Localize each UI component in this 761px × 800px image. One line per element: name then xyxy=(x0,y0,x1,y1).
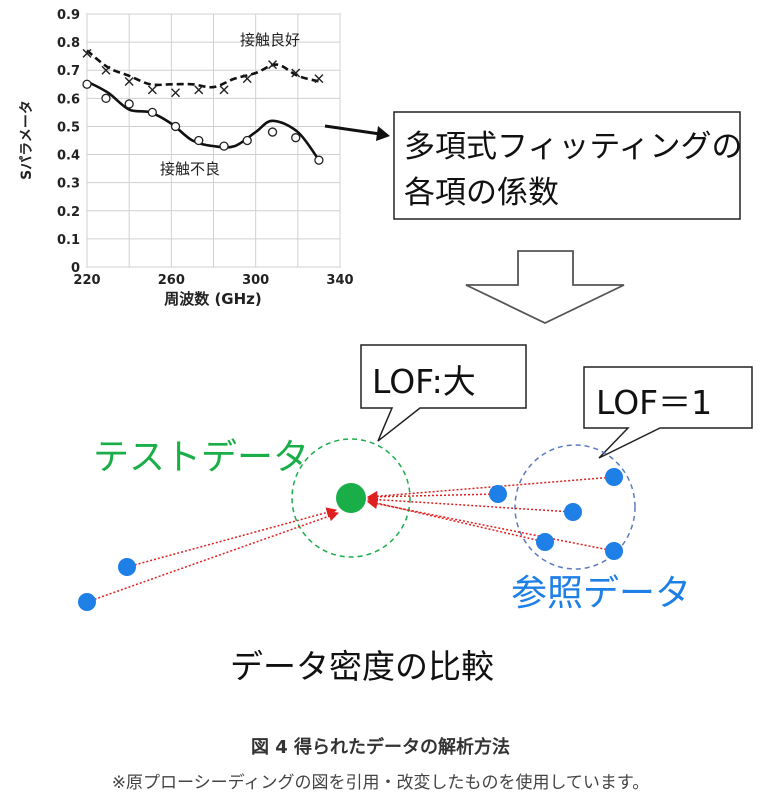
reference-data-label: 参照データ xyxy=(511,573,691,614)
x-marker xyxy=(291,68,301,78)
x-marker-stroke xyxy=(124,76,134,86)
down-arrow xyxy=(465,250,625,324)
circle-marker xyxy=(267,127,278,137)
circle-marker xyxy=(194,135,204,146)
circle-marker xyxy=(219,141,229,151)
distance-arrow xyxy=(366,491,499,503)
density-comparison-title: データ密度の比較 xyxy=(230,647,494,686)
x-marker-stroke xyxy=(101,65,111,75)
reference-data-point xyxy=(605,542,623,560)
y-tick-label: 0.4 xyxy=(57,149,80,164)
distance-arrow xyxy=(366,498,546,543)
series-markers xyxy=(82,48,324,165)
y-tick-labels: 0 0.1 0.2 0.3 0.4 0.5 0.6 0.7 0.8 0.9 xyxy=(57,8,80,276)
grid-lines xyxy=(86,13,341,268)
x-marker-stroke xyxy=(171,88,181,98)
test-data-label: テストデータ xyxy=(93,437,309,478)
x-marker xyxy=(147,85,157,95)
x-marker xyxy=(171,88,181,98)
x-marker-stroke xyxy=(147,85,157,95)
reference-density-circle xyxy=(514,444,636,570)
reference-data-point xyxy=(536,533,554,551)
circle-marker xyxy=(101,93,111,103)
x-marker-stroke xyxy=(242,74,252,84)
x-tick-label: 220 xyxy=(73,273,100,288)
s-parameter-chart: 0 0.1 0.2 0.3 0.4 0.5 0.6 0.7 0.8 0.9 220 260 300 34… xyxy=(19,8,354,308)
x-marker xyxy=(219,85,229,95)
chart-to-box-arrow-shaft xyxy=(324,124,381,136)
y-tick-label: 0.6 xyxy=(57,92,80,107)
y-axis-label: Sパラメータ xyxy=(19,100,35,180)
test-density-circle xyxy=(291,438,411,558)
x-marker-stroke xyxy=(291,68,301,78)
figure-note: ※原プローシーディングの図を引用・改変したものを使用しています。 xyxy=(111,773,650,793)
reference-data-point xyxy=(78,593,96,611)
y-tick-label: 0.2 xyxy=(57,205,80,220)
circle-marker xyxy=(124,99,134,109)
x-marker xyxy=(101,65,111,75)
x-marker-stroke xyxy=(194,85,204,95)
distance-arrow xyxy=(86,511,339,603)
circle-marker xyxy=(170,121,181,132)
reference-points xyxy=(78,468,623,611)
x-marker xyxy=(268,60,278,70)
coefficient-box xyxy=(393,111,741,220)
x-marker-stroke xyxy=(219,85,229,95)
figure-caption: 図 4 得られたデータの解析方法 xyxy=(250,737,511,758)
x-marker xyxy=(242,74,252,84)
series-label-bad: 接触不良 xyxy=(160,160,220,178)
circle-marker xyxy=(242,135,252,146)
y-tick-label: 0.5 xyxy=(57,120,80,135)
y-tick-label: 0.9 xyxy=(57,8,80,23)
reference-data-point xyxy=(564,503,582,521)
x-marker-stroke xyxy=(268,60,278,70)
y-tick-label: 0.7 xyxy=(57,64,80,79)
circle-marker xyxy=(82,79,92,89)
distance-arrows xyxy=(86,476,615,603)
distance-arrow xyxy=(366,498,615,552)
coefficient-box-line2: 各項の係数 xyxy=(404,175,559,211)
x-marker xyxy=(82,48,92,58)
reference-data-point xyxy=(489,485,507,503)
x-marker xyxy=(194,85,204,95)
distance-arrow xyxy=(126,507,338,568)
y-tick-label: 0.8 xyxy=(57,36,80,51)
x-tick-label: 300 xyxy=(242,273,269,288)
y-tick-label: 0 xyxy=(71,261,80,276)
chart-to-box-arrow-head xyxy=(376,126,390,141)
distance-arrow xyxy=(366,476,615,502)
coefficient-box-line1: 多項式フィッティングの xyxy=(404,129,743,165)
circle-marker xyxy=(314,155,324,165)
callout-ref-lof-text: LOF＝1 xyxy=(596,383,712,422)
reference-data-point xyxy=(605,468,623,486)
series-label-good: 接触良好 xyxy=(240,31,300,49)
x-marker-stroke xyxy=(314,74,324,84)
callout-test-lof xyxy=(360,344,527,442)
x-marker xyxy=(124,76,134,86)
test-data-point xyxy=(336,483,366,513)
distance-arrow xyxy=(366,494,574,513)
y-tick-label: 0.3 xyxy=(57,177,80,192)
x-axis-label: 周波数 (GHz) xyxy=(164,290,262,308)
y-tick-label: 0.1 xyxy=(57,233,80,248)
x-tick-label: 260 xyxy=(158,273,185,288)
callout-ref-lof xyxy=(583,366,753,459)
reference-data-point xyxy=(118,558,136,576)
series-line-bad xyxy=(86,80,320,161)
circle-marker xyxy=(291,133,301,143)
callout-test-lof-text: LOF:大 xyxy=(372,362,476,401)
circle-marker xyxy=(147,107,158,118)
x-tick-labels: 220 260 300 340 xyxy=(73,273,353,288)
x-marker xyxy=(314,74,324,84)
x-tick-label: 340 xyxy=(326,273,353,288)
x-marker-stroke xyxy=(82,48,92,58)
